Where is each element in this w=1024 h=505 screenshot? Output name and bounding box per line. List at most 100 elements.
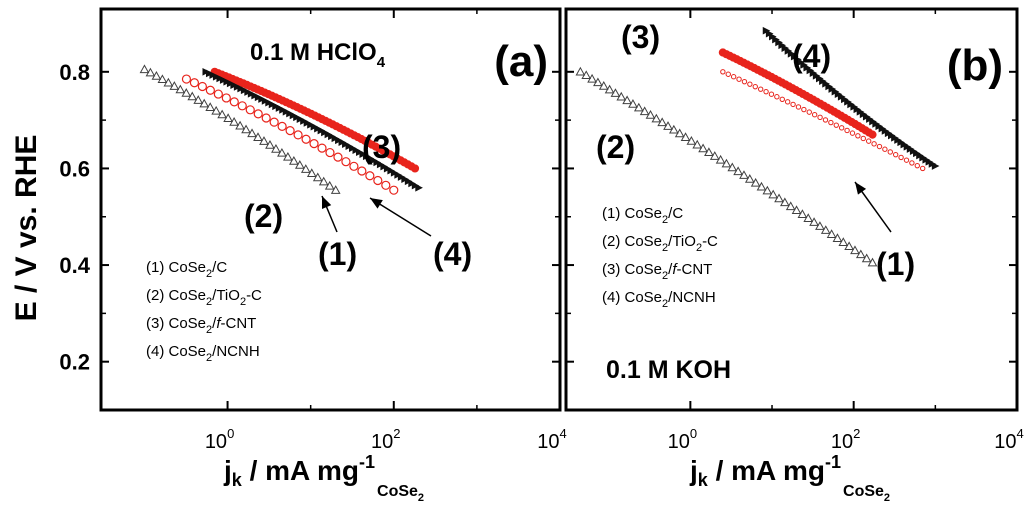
- data-point: [674, 128, 685, 138]
- data-point: [797, 209, 808, 218]
- data-point: [300, 164, 311, 173]
- data-point: [876, 143, 883, 150]
- series-callout-label: (3): [362, 129, 401, 165]
- series-callout-label: (2): [596, 129, 635, 165]
- data-point: [704, 147, 714, 157]
- data-point: [790, 101, 796, 108]
- data-point: [779, 96, 785, 102]
- y-tick-label: 0.6: [59, 156, 90, 181]
- data-point: [795, 104, 802, 110]
- data-point: [241, 124, 251, 134]
- data-point: [763, 88, 769, 95]
- data-point: [306, 168, 317, 178]
- data-point: [663, 121, 673, 130]
- data-point: [680, 132, 691, 141]
- data-point: [820, 225, 831, 234]
- data-point: [145, 67, 156, 77]
- data-point: [261, 113, 271, 123]
- data-point: [271, 143, 281, 153]
- data-point: [725, 71, 731, 77]
- data-point: [855, 249, 866, 259]
- panel-b-series: [575, 26, 940, 267]
- data-point: [616, 91, 627, 101]
- data-point: [229, 116, 239, 126]
- data-point: [803, 213, 814, 222]
- data-point: [587, 73, 597, 83]
- data-point: [221, 93, 231, 103]
- panel-b-callouts: (1) (2) (3) (4): [596, 19, 915, 282]
- data-point: [887, 149, 893, 155]
- data-point: [692, 139, 703, 149]
- x-tick-label: 102: [831, 426, 860, 453]
- data-point: [253, 109, 263, 119]
- data-point: [867, 257, 878, 267]
- data-point: [871, 141, 877, 147]
- data-point: [189, 78, 200, 88]
- data-point: [720, 69, 726, 75]
- data-point: [277, 121, 287, 131]
- x-tick-label: 104: [994, 426, 1023, 453]
- panel-a-x-axis-label: jk / mA mg-1CoSe2: [223, 452, 424, 504]
- data-point: [741, 78, 748, 85]
- data-point: [175, 84, 186, 94]
- data-point: [733, 166, 743, 176]
- data-point: [181, 74, 192, 84]
- data-point: [844, 127, 850, 134]
- series-2: [575, 66, 878, 267]
- data-point: [163, 77, 174, 87]
- data-point: [727, 162, 738, 172]
- series-callout-label: (3): [621, 19, 660, 55]
- data-point: [815, 221, 825, 230]
- data-point: [293, 130, 303, 140]
- data-point: [237, 101, 247, 111]
- panel-a-frame: [99, 7, 562, 412]
- data-point: [181, 88, 192, 97]
- data-point: [838, 125, 845, 131]
- data-point: [828, 119, 834, 126]
- data-point: [389, 185, 399, 195]
- data-point: [247, 128, 257, 138]
- panel-a-condition: 0.1 M HClO4: [250, 39, 386, 71]
- data-point: [822, 117, 829, 123]
- data-point: [341, 157, 351, 167]
- data-point: [324, 180, 335, 190]
- data-point: [651, 113, 662, 123]
- data-point: [235, 120, 245, 130]
- data-point: [903, 157, 910, 163]
- data-point: [205, 102, 216, 112]
- data-point: [801, 106, 807, 113]
- legend-entry: (1) CoSe2/C: [146, 259, 227, 280]
- data-point: [768, 91, 775, 97]
- callout-arrowhead: [855, 182, 867, 195]
- data-point: [197, 81, 207, 92]
- data-point: [774, 94, 780, 100]
- data-point: [309, 139, 319, 149]
- data-point: [269, 117, 279, 127]
- data-point: [229, 97, 239, 107]
- data-point: [833, 122, 839, 128]
- data-point: [882, 146, 888, 152]
- data-point: [750, 177, 761, 187]
- data-point: [598, 81, 609, 90]
- x-tick-label: 104: [537, 426, 566, 453]
- data-point: [774, 193, 784, 203]
- data-point: [330, 185, 341, 194]
- data-point: [317, 143, 327, 153]
- data-point: [211, 105, 222, 115]
- data-point: [791, 205, 802, 215]
- series-callout-label: (1): [876, 246, 915, 282]
- x-tick-label: 100: [668, 426, 697, 453]
- series-callout-label: (1): [318, 236, 357, 272]
- data-point: [301, 134, 311, 144]
- legend-entry: (1) CoSe2/C: [602, 205, 683, 226]
- data-point: [217, 109, 227, 119]
- data-point: [747, 81, 753, 87]
- data-point: [892, 151, 899, 158]
- data-point: [730, 74, 737, 80]
- data-point: [861, 253, 872, 263]
- y-axis-label: E / V vs. RHE: [10, 135, 43, 322]
- data-point: [325, 147, 335, 158]
- data-point: [669, 124, 679, 134]
- data-point: [169, 81, 180, 90]
